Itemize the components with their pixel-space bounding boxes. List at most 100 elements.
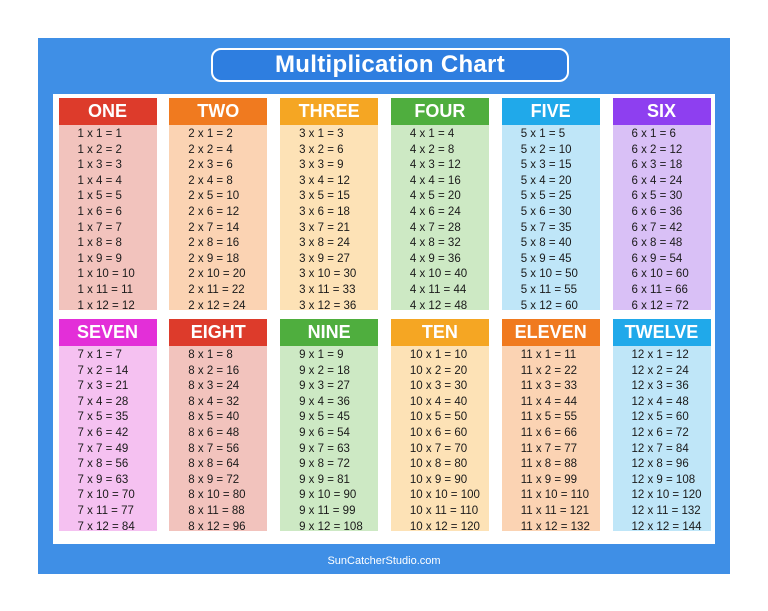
table-row: 5 x 10 = 50 bbox=[520, 268, 578, 281]
table-row: 7 x 1 = 7 bbox=[77, 349, 122, 361]
table-row: 6 x 11 = 66 bbox=[631, 283, 688, 296]
table-row: 5 x 8 = 40 bbox=[520, 237, 572, 250]
table-row: 5 x 7 = 35 bbox=[520, 221, 572, 234]
table-row: 5 x 12 = 60 bbox=[520, 299, 578, 312]
table-row: 3 x 8 = 24 bbox=[299, 237, 350, 250]
table-header: ELEVEN bbox=[501, 319, 600, 346]
table-row: 10 x 7 = 70 bbox=[409, 442, 468, 455]
table-row: 9 x 6 = 54 bbox=[299, 426, 350, 439]
table-row: 11 x 10 = 110 bbox=[520, 489, 589, 502]
times-table-five: FIVE 5 x 1 = 5 5 x 2 = 10 5 x 3 = 15 5 x 4 =… bbox=[501, 98, 600, 312]
table-header: NINE bbox=[280, 319, 379, 346]
table-row: 3 x 7 = 21 bbox=[299, 221, 350, 234]
table-row: 4 x 12 = 48 bbox=[409, 299, 468, 312]
table-row: 12 x 7 = 84 bbox=[631, 442, 689, 455]
table-row: 8 x 5 = 40 bbox=[188, 411, 240, 424]
table-row: 3 x 6 = 18 bbox=[299, 205, 350, 218]
table-row: 4 x 7 = 28 bbox=[409, 221, 461, 234]
table-row: 5 x 1 = 5 bbox=[520, 128, 566, 140]
table-row: 9 x 7 = 63 bbox=[299, 442, 350, 455]
table-row: 1 x 12 = 12 bbox=[77, 299, 135, 312]
table-row: 12 x 2 = 24 bbox=[631, 364, 689, 377]
times-table-ten: TEN 10 x 1 = 10 10 x 2 = 20 10 x 3 = 30 10 x… bbox=[390, 319, 489, 533]
table-row: 8 x 7 = 56 bbox=[188, 442, 240, 455]
times-table-four: FOUR 4 x 1 = 4 4 x 2 = 8 4 x 3 = 12 4 x 4 = … bbox=[390, 98, 489, 312]
table-row: 4 x 9 = 36 bbox=[409, 252, 461, 265]
table-row: 2 x 11 = 22 bbox=[188, 283, 245, 296]
table-row: 11 x 8 = 88 bbox=[520, 458, 578, 471]
table-row: 1 x 6 = 6 bbox=[77, 205, 122, 218]
table-header: TWELVE bbox=[612, 319, 711, 346]
table-row: 2 x 3 = 6 bbox=[188, 159, 233, 172]
table-row: 9 x 2 = 18 bbox=[299, 364, 350, 377]
table-row: 3 x 10 = 30 bbox=[299, 268, 357, 281]
table-row: 5 x 4 = 20 bbox=[520, 174, 572, 187]
table-row: 11 x 9 = 99 bbox=[520, 473, 578, 486]
table-row: 7 x 10 = 70 bbox=[77, 489, 135, 502]
table-row: 3 x 5 = 15 bbox=[299, 190, 350, 203]
table-row: 7 x 5 = 35 bbox=[77, 411, 129, 424]
table-row: 6 x 9 = 54 bbox=[631, 252, 683, 265]
table-row: 8 x 8 = 64 bbox=[188, 458, 240, 471]
times-table-twelve: TWELVE 12 x 1 = 12 12 x 2 = 24 12 x 3 = 36 1… bbox=[612, 319, 711, 533]
table-row: 11 x 5 = 55 bbox=[520, 411, 578, 424]
table-body: 5 x 1 = 5 5 x 2 = 10 5 x 3 = 15 5 x 4 = 20 5… bbox=[501, 125, 600, 312]
table-body: 9 x 1 = 9 9 x 2 = 18 9 x 3 = 27 9 x 4 = 36 9… bbox=[280, 346, 379, 533]
table-row: 10 x 5 = 50 bbox=[409, 411, 468, 424]
table-row: 8 x 1 = 8 bbox=[188, 349, 233, 361]
table-row: 1 x 5 = 5 bbox=[77, 190, 122, 203]
table-row: 9 x 1 = 9 bbox=[299, 349, 344, 361]
table-header: EIGHT bbox=[169, 319, 268, 346]
table-row: 6 x 10 = 60 bbox=[631, 268, 689, 281]
table-body: 3 x 1 = 3 3 x 2 = 6 3 x 3 = 9 3 x 4 = 12 3 x… bbox=[280, 125, 379, 312]
table-row: 11 x 12 = 132 bbox=[520, 520, 590, 533]
table-row: 3 x 9 = 27 bbox=[299, 252, 350, 265]
table-header: SIX bbox=[612, 98, 711, 125]
table-row: 12 x 1 = 12 bbox=[631, 349, 689, 361]
table-row: 2 x 2 = 4 bbox=[188, 143, 233, 156]
table-row: 1 x 11 = 11 bbox=[77, 283, 134, 296]
table-row: 4 x 5 = 20 bbox=[409, 190, 461, 203]
table-row: 4 x 10 = 40 bbox=[409, 268, 468, 281]
table-row: 8 x 11 = 88 bbox=[188, 504, 245, 517]
table-row: 1 x 7 = 7 bbox=[77, 221, 122, 234]
table-row: 2 x 8 = 16 bbox=[188, 237, 240, 250]
table-row: 2 x 4 = 8 bbox=[188, 174, 233, 187]
table-body: 4 x 1 = 4 4 x 2 = 8 4 x 3 = 12 4 x 4 = 16 4 … bbox=[390, 125, 489, 312]
table-body: 7 x 1 = 7 7 x 2 = 14 7 x 3 = 21 7 x 4 = 28 7… bbox=[58, 346, 157, 533]
table-row: 9 x 12 = 108 bbox=[299, 520, 363, 533]
table-row: 1 x 2 = 2 bbox=[77, 143, 122, 156]
table-header: SEVEN bbox=[58, 319, 157, 346]
table-header: TWO bbox=[169, 98, 268, 125]
table-row: 9 x 11 = 99 bbox=[299, 504, 356, 517]
table-header: FOUR bbox=[390, 98, 489, 125]
times-table-seven: SEVEN 7 x 1 = 7 7 x 2 = 14 7 x 3 = 21 7 x 4 … bbox=[58, 319, 157, 533]
times-table-three: THREE 3 x 1 = 3 3 x 2 = 6 3 x 3 = 9 3 x 4 = … bbox=[280, 98, 379, 312]
table-row: 2 x 7 = 14 bbox=[188, 221, 240, 234]
table-row: 7 x 2 = 14 bbox=[77, 364, 129, 377]
table-row: 8 x 6 = 48 bbox=[188, 426, 240, 439]
table-row: 7 x 8 = 56 bbox=[77, 458, 129, 471]
table-row: 1 x 1 = 1 bbox=[77, 128, 122, 140]
table-row: 6 x 5 = 30 bbox=[631, 190, 683, 203]
table-row: 10 x 10 = 100 bbox=[409, 489, 480, 502]
chart-frame: Multiplication Chart ONE 1 x 1 = 1 1 x 2 =… bbox=[38, 38, 730, 574]
table-row: 8 x 10 = 80 bbox=[188, 489, 246, 502]
table-row: 4 x 8 = 32 bbox=[409, 237, 461, 250]
table-row: 11 x 1 = 11 bbox=[520, 349, 577, 361]
table-row: 6 x 8 = 48 bbox=[631, 237, 683, 250]
table-row: 5 x 5 = 25 bbox=[520, 190, 572, 203]
table-row: 1 x 8 = 8 bbox=[77, 237, 122, 250]
table-row: 2 x 10 = 20 bbox=[188, 268, 246, 281]
table-row: 6 x 12 = 72 bbox=[631, 299, 689, 312]
table-row: 9 x 4 = 36 bbox=[299, 395, 350, 408]
table-row: 12 x 5 = 60 bbox=[631, 411, 689, 424]
table-row: 12 x 12 = 144 bbox=[631, 520, 702, 533]
table-row: 3 x 12 = 36 bbox=[299, 299, 357, 312]
table-row: 8 x 2 = 16 bbox=[188, 364, 240, 377]
table-row: 10 x 2 = 20 bbox=[409, 364, 468, 377]
table-row: 4 x 4 = 16 bbox=[409, 174, 461, 187]
table-row: 10 x 6 = 60 bbox=[409, 426, 468, 439]
table-row: 12 x 6 = 72 bbox=[631, 426, 689, 439]
